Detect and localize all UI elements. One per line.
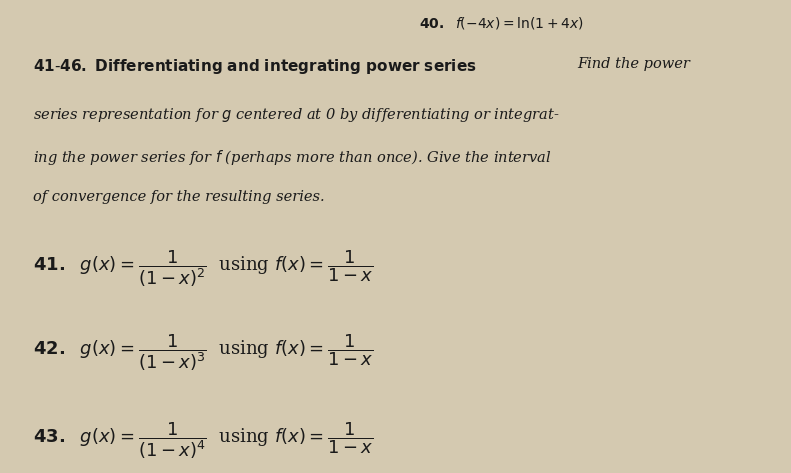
Text: $\mathbf{42.}$  $g(x) = \dfrac{1}{(1-x)^3}$  using $f(x) = \dfrac{1}{1-x}$: $\mathbf{42.}$ $g(x) = \dfrac{1}{(1-x)^3…: [33, 332, 373, 373]
Text: $\mathbf{43.}$  $g(x) = \dfrac{1}{(1-x)^4}$  using $f(x) = \dfrac{1}{1-x}$: $\mathbf{43.}$ $g(x) = \dfrac{1}{(1-x)^4…: [33, 420, 373, 462]
Text: $\mathbf{41\text{-}46.\ Differentiating\ and\ integrating\ power\ series}$: $\mathbf{41\text{-}46.\ Differentiating\…: [33, 57, 477, 76]
Text: series representation for $g$ centered at 0 by differentiating or integrat-: series representation for $g$ centered a…: [33, 106, 560, 124]
Text: ing the power series for $f$ (perhaps more than once). Give the interval: ing the power series for $f$ (perhaps mo…: [33, 148, 551, 167]
Text: $\mathbf{40.}$  $f(-4x) = \ln(1+4x)$: $\mathbf{40.}$ $f(-4x) = \ln(1+4x)$: [419, 15, 584, 31]
Text: of convergence for the resulting series.: of convergence for the resulting series.: [33, 190, 324, 204]
Text: $\mathbf{41.}$  $g(x) = \dfrac{1}{(1-x)^2}$  using $f(x) = \dfrac{1}{1-x}$: $\mathbf{41.}$ $g(x) = \dfrac{1}{(1-x)^2…: [33, 248, 373, 289]
Text: Find the power: Find the power: [577, 57, 690, 71]
